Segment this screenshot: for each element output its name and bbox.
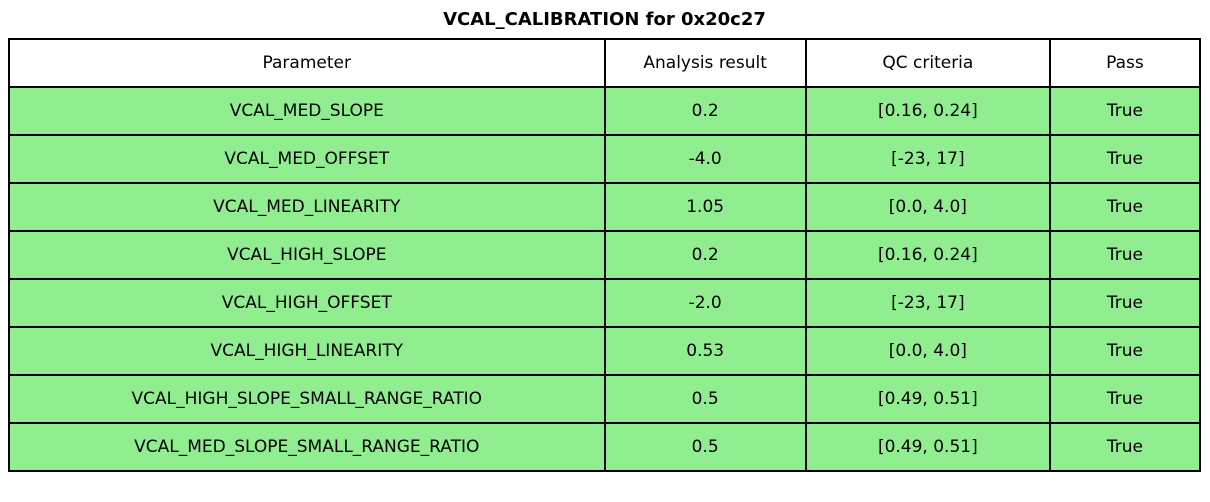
pass-cell: True — [1048, 182, 1202, 232]
qc-criteria-cell: [0.16, 0.24] — [804, 86, 1051, 136]
parameter-cell: VCAL_HIGH_SLOPE — [8, 230, 606, 280]
table-body: VCAL_MED_SLOPE 0.2 [0.16, 0.24] True VCAL_ME… — [8, 86, 1202, 472]
qc-criteria-cell: [0.0, 4.0] — [804, 182, 1051, 232]
table-row: VCAL_HIGH_SLOPE_SMALL_RANGE_RATIO 0.5 [0.4… — [8, 374, 1202, 424]
analysis-result-cell: -4.0 — [603, 134, 807, 184]
analysis-result-cell: 0.2 — [603, 230, 807, 280]
column-header: QC criteria — [804, 38, 1051, 88]
parameter-cell: VCAL_MED_LINEARITY — [8, 182, 606, 232]
qc-criteria-cell: [0.0, 4.0] — [804, 326, 1051, 376]
table-row: VCAL_MED_SLOPE_SMALL_RANGE_RATIO 0.5 [0.49… — [8, 422, 1202, 472]
table-header-row: Parameter Analysis result QC criteria Pass — [8, 38, 1202, 88]
analysis-result-cell: 1.05 — [603, 182, 807, 232]
table-row: VCAL_MED_OFFSET -4.0 [-23, 17] True — [8, 134, 1202, 184]
table-row: VCAL_HIGH_LINEARITY 0.53 [0.0, 4.0] True — [8, 326, 1202, 376]
qc-criteria-cell: [0.49, 0.51] — [804, 374, 1051, 424]
analysis-result-cell: 0.53 — [603, 326, 807, 376]
analysis-result-cell: 0.5 — [603, 374, 807, 424]
qc-criteria-cell: [0.16, 0.24] — [804, 230, 1051, 280]
qc-criteria-cell: [-23, 17] — [804, 134, 1051, 184]
table-row: VCAL_HIGH_OFFSET -2.0 [-23, 17] True — [8, 278, 1202, 328]
parameter-cell: VCAL_MED_SLOPE — [8, 86, 606, 136]
pass-cell: True — [1048, 230, 1202, 280]
pass-cell: True — [1048, 134, 1202, 184]
qc-criteria-cell: [-23, 17] — [804, 278, 1051, 328]
pass-cell: True — [1048, 422, 1202, 472]
pass-cell: True — [1048, 278, 1202, 328]
figure-title-wrap: VCAL_CALIBRATION for 0x20c27 — [8, 0, 1201, 38]
parameter-cell: VCAL_HIGH_LINEARITY — [8, 326, 606, 376]
analysis-result-cell: -2.0 — [603, 278, 807, 328]
table-row: VCAL_MED_LINEARITY 1.05 [0.0, 4.0] True — [8, 182, 1202, 232]
pass-cell: True — [1048, 326, 1202, 376]
table-row: VCAL_HIGH_SLOPE 0.2 [0.16, 0.24] True — [8, 230, 1202, 280]
pass-cell: True — [1048, 86, 1202, 136]
parameter-cell: VCAL_HIGH_SLOPE_SMALL_RANGE_RATIO — [8, 374, 606, 424]
column-header: Pass — [1048, 38, 1202, 88]
column-header: Analysis result — [603, 38, 807, 88]
pass-cell: True — [1048, 374, 1202, 424]
figure-title: VCAL_CALIBRATION for 0x20c27 — [443, 8, 766, 30]
analysis-result-cell: 0.5 — [603, 422, 807, 472]
qc-criteria-cell: [0.49, 0.51] — [804, 422, 1051, 472]
analysis-result-cell: 0.2 — [603, 86, 807, 136]
parameter-cell: VCAL_MED_OFFSET — [8, 134, 606, 184]
parameter-cell: VCAL_MED_SLOPE_SMALL_RANGE_RATIO — [8, 422, 606, 472]
column-header: Parameter — [8, 38, 606, 88]
table-row: VCAL_MED_SLOPE 0.2 [0.16, 0.24] True — [8, 86, 1202, 136]
parameter-cell: VCAL_HIGH_OFFSET — [8, 278, 606, 328]
qc-results-table: Parameter Analysis result QC criteria Pass … — [8, 38, 1202, 472]
